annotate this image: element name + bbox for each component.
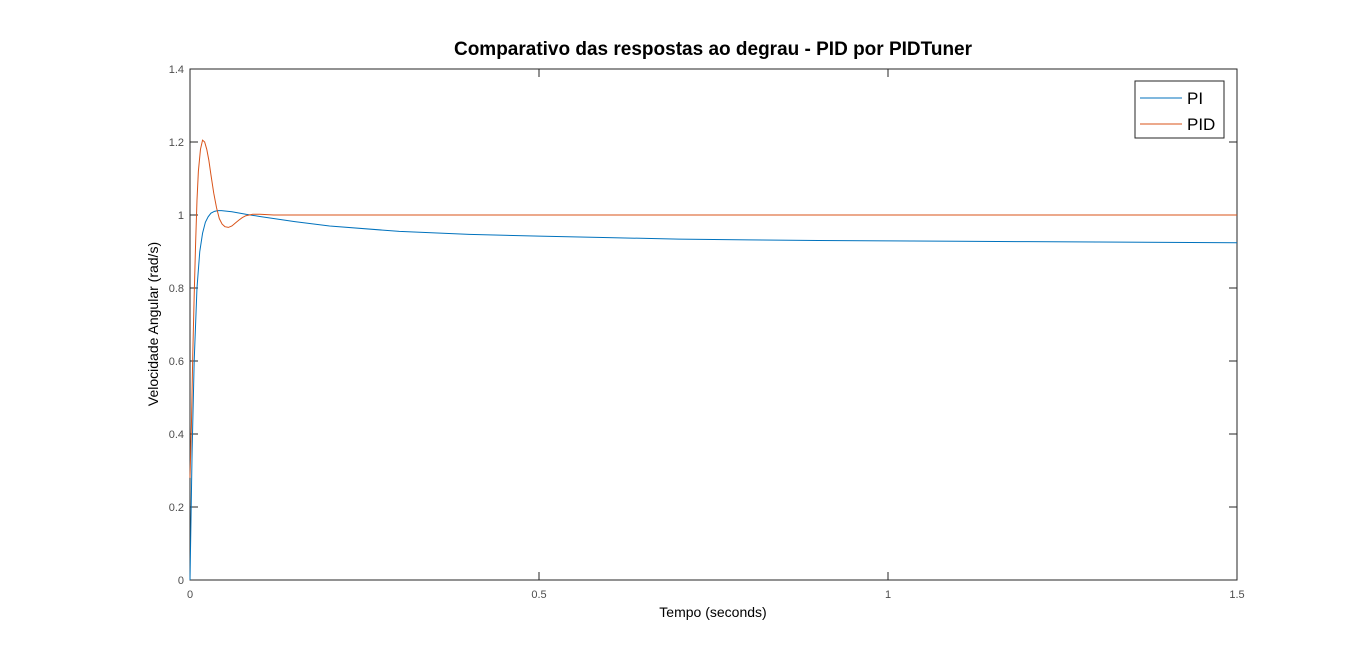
y-tick-label: 0	[178, 575, 184, 587]
legend-entry-pid: PID	[1187, 115, 1215, 134]
plot-area	[189, 68, 1238, 581]
y-tick-label: 0.8	[169, 283, 184, 295]
chart-title: Comparativo das respostas ao degrau - PI…	[454, 39, 973, 60]
legend-box	[1134, 80, 1225, 139]
x-tick-label: 0.5	[531, 589, 546, 601]
series-line-pi	[189, 210, 1238, 581]
y-tick-label: 1.4	[169, 64, 184, 76]
x-axis-label: Tempo (seconds)	[659, 604, 766, 620]
series-lines	[189, 139, 1238, 581]
x-tick-label: 0	[187, 589, 193, 601]
y-tick-label: 0.6	[169, 356, 184, 368]
x-tick-label: 1.5	[1229, 589, 1244, 601]
y-tick-label: 0.2	[169, 502, 184, 514]
y-tick-label: 0.4	[169, 429, 184, 441]
axis-ticks: 0 0.5 1 1.5 0 0.2 0.4 0.6 0.8 1 1.2 1.4	[169, 64, 1245, 601]
y-tick-label: 1.2	[169, 137, 184, 149]
y-axis-label: Velocidade Angular (rad/s)	[145, 242, 161, 406]
x-tick-label: 1	[885, 589, 891, 601]
y-tick-label: 1	[178, 210, 184, 222]
legend: PI PID	[1134, 80, 1225, 139]
legend-entry-pi: PI	[1187, 89, 1203, 108]
series-line-pid	[189, 139, 1237, 478]
